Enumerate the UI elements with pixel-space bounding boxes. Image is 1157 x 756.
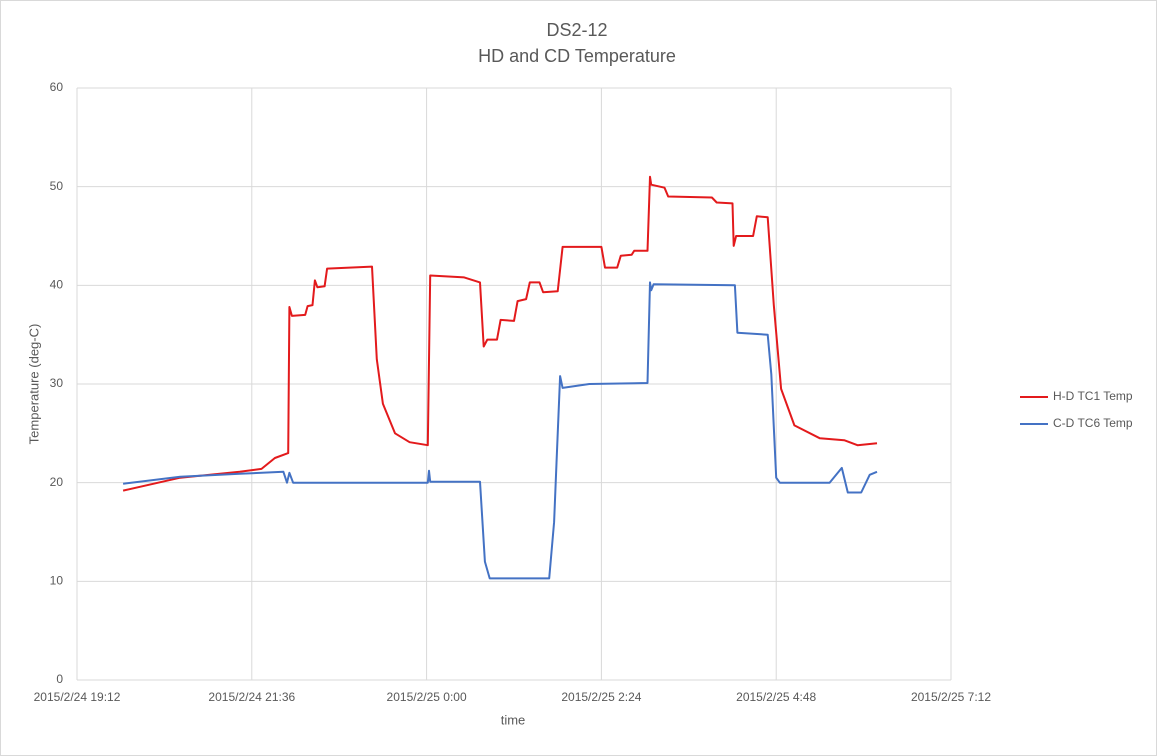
x-tick-label: 2015/2/25 4:48: [736, 690, 816, 704]
y-tick-label: 40: [50, 278, 64, 292]
chart-title: DS2-12: [546, 20, 607, 40]
data-line: [122, 281, 878, 580]
x-tick-label: 2015/2/24 19:12: [34, 690, 121, 704]
y-tick-label: 0: [56, 672, 63, 686]
y-tick-label: 60: [50, 80, 64, 94]
x-axis-label: time: [501, 712, 526, 727]
y-axis-label: Temperature (deg-C): [26, 324, 41, 445]
x-tick-label: 2015/2/25 2:24: [561, 690, 641, 704]
y-tick-label: 10: [50, 574, 64, 588]
x-tick-label: 2015/2/25 7:12: [911, 690, 991, 704]
legend-label: C-D TC6 Temp: [1053, 416, 1133, 430]
y-tick-label: 30: [50, 376, 64, 390]
x-tick-label: 2015/2/25 0:00: [387, 690, 467, 704]
y-tick-label: 20: [50, 475, 64, 489]
legend-label: H-D TC1 Temp: [1053, 389, 1133, 403]
x-tick-label: 2015/2/24 21:36: [208, 690, 295, 704]
data-line: [122, 175, 878, 492]
chart-subtitle: HD and CD Temperature: [478, 46, 676, 66]
y-tick-label: 50: [50, 179, 64, 193]
